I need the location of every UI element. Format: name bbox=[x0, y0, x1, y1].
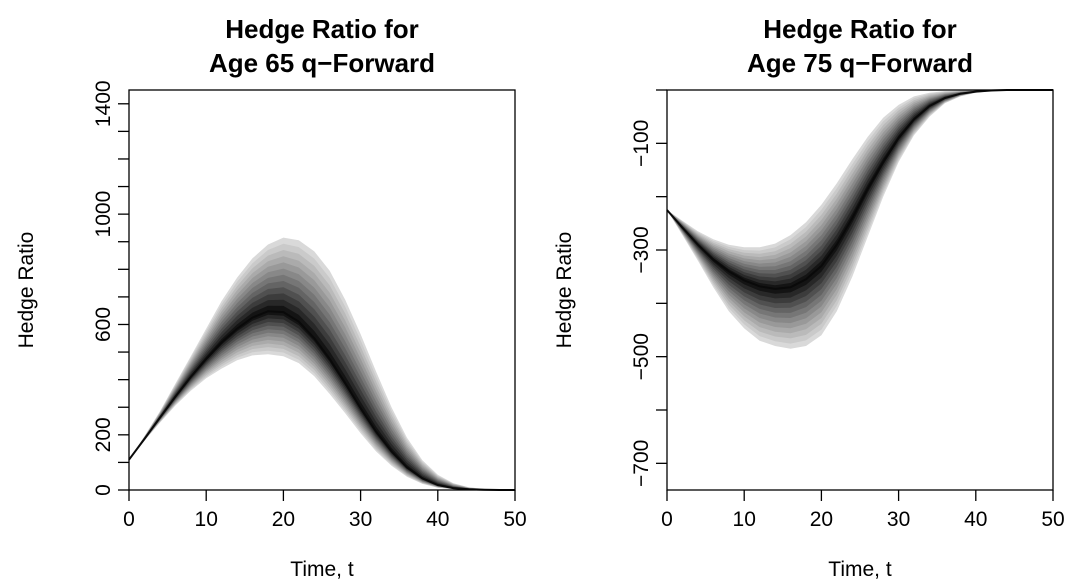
fan-band-11 bbox=[129, 299, 515, 490]
fan-bands bbox=[666, 89, 1053, 349]
median-line bbox=[666, 89, 1053, 290]
x-tick-label: 40 bbox=[964, 508, 987, 531]
x-tick-label: 50 bbox=[1041, 508, 1064, 531]
x-axis: 0 10 20 30 40 50 bbox=[661, 490, 1065, 531]
plot-frame bbox=[128, 89, 516, 491]
chart-panel-age-75: Hedge Ratio for Age 75 q−Forward 0 10 20 30… bbox=[553, 14, 1065, 581]
y-tick-label: −700 bbox=[630, 440, 653, 487]
chart-title-line-2: Age 65 q−Forward bbox=[209, 48, 435, 78]
chart-title-line-1: Hedge Ratio for bbox=[763, 14, 957, 44]
plot-frame bbox=[666, 89, 1054, 491]
x-tick-label: 40 bbox=[426, 508, 449, 531]
y-tick-label: 1400 bbox=[92, 80, 115, 127]
y-axis: 0 200 600 1000 1400 bbox=[92, 80, 129, 496]
x-tick-label: 0 bbox=[661, 508, 673, 531]
x-tick-label: 20 bbox=[810, 508, 833, 531]
y-axis: −100 −300 −500 −700 bbox=[630, 89, 667, 487]
y-axis-label: Hedge Ratio bbox=[15, 232, 38, 349]
x-tick-label: 10 bbox=[195, 508, 218, 531]
y-tick-label: 600 bbox=[92, 307, 115, 342]
y-tick-label: −100 bbox=[630, 120, 653, 167]
chart-panel-age-65: Hedge Ratio for Age 65 q−Forward 0 10 20 30… bbox=[15, 14, 527, 581]
chart-title-line-2: Age 75 q−Forward bbox=[747, 48, 973, 78]
fan-band-11 bbox=[667, 90, 1053, 299]
fan-band-12 bbox=[129, 305, 515, 490]
x-tick-label: 30 bbox=[349, 508, 372, 531]
y-tick-label: −500 bbox=[630, 333, 653, 380]
x-tick-label: 20 bbox=[272, 508, 295, 531]
y-axis-label: Hedge Ratio bbox=[553, 232, 576, 349]
fan-bands bbox=[128, 237, 515, 491]
median-line bbox=[128, 310, 515, 491]
y-tick-label: 1000 bbox=[92, 191, 115, 238]
chart-title-line-1: Hedge Ratio for bbox=[225, 14, 419, 44]
x-axis-label: Time, t bbox=[290, 558, 354, 581]
y-tick-label: −300 bbox=[630, 226, 653, 273]
y-tick-label: 0 bbox=[92, 484, 115, 496]
x-tick-label: 30 bbox=[887, 508, 910, 531]
x-tick-label: 0 bbox=[123, 508, 135, 531]
x-tick-label: 50 bbox=[503, 508, 526, 531]
x-axis-label: Time, t bbox=[828, 558, 892, 581]
x-axis: 0 10 20 30 40 50 bbox=[123, 490, 527, 531]
y-tick-label: 200 bbox=[92, 417, 115, 452]
x-tick-label: 10 bbox=[733, 508, 756, 531]
